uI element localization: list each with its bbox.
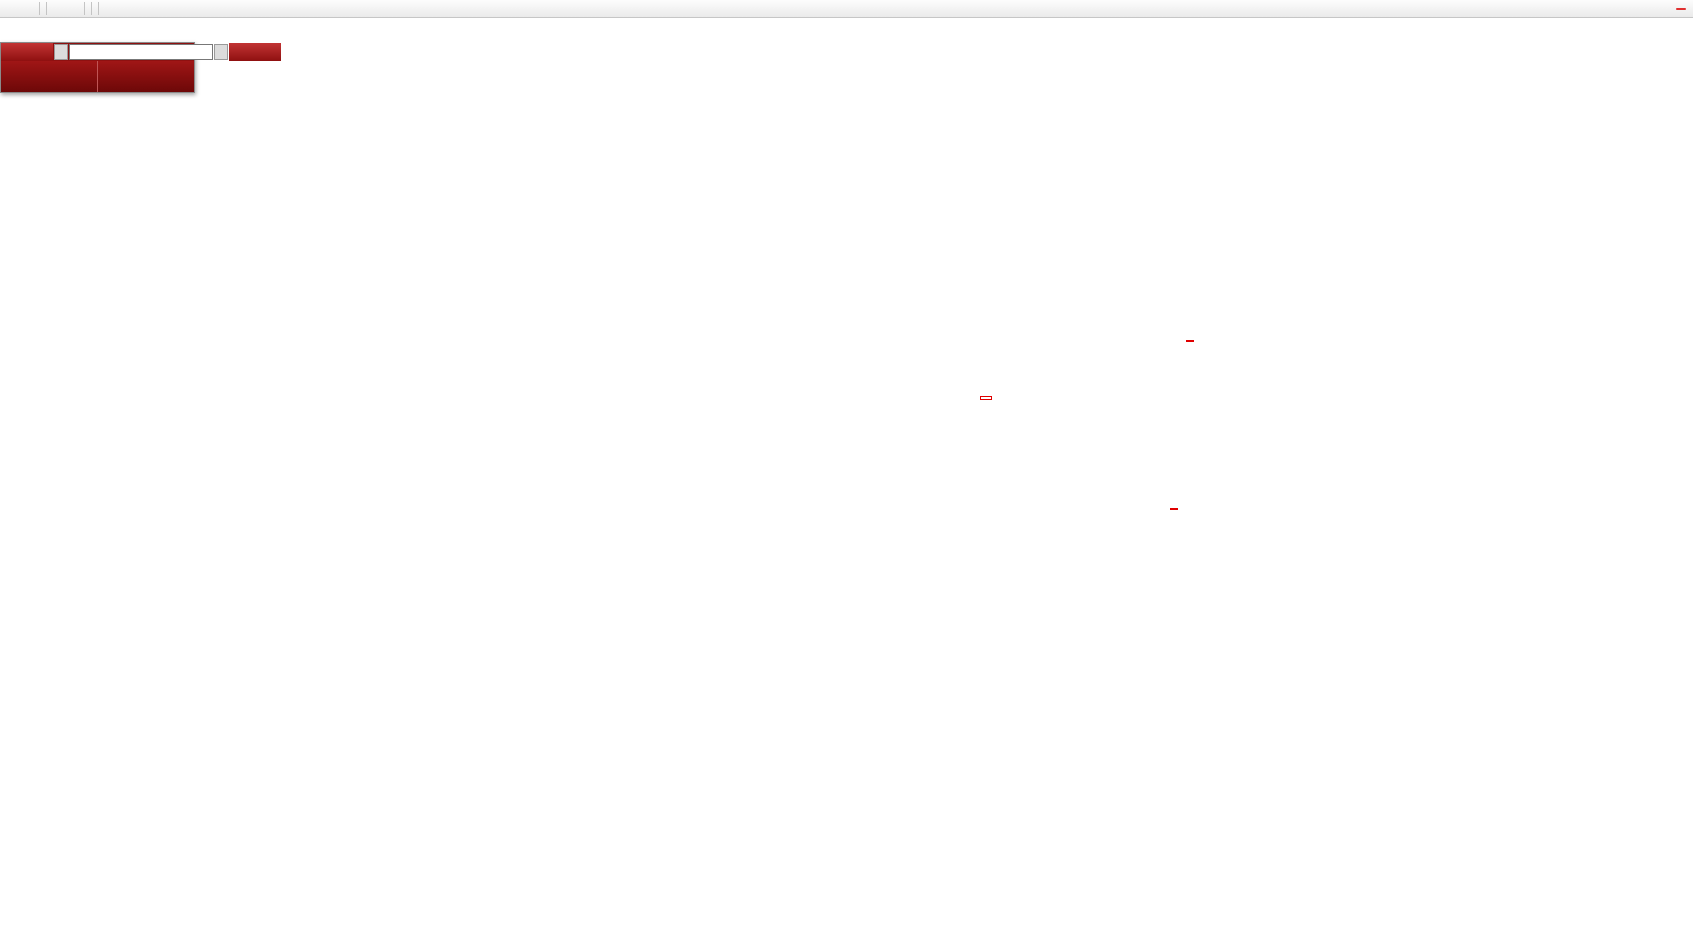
toolbar-separator: [46, 2, 47, 15]
toolbar-separator: [39, 2, 40, 15]
sell-price[interactable]: [1, 61, 97, 92]
buy-button[interactable]: [229, 43, 281, 61]
callout-low-price[interactable]: [1170, 508, 1178, 510]
sell-button[interactable]: [1, 43, 53, 61]
toolbar: [0, 0, 1693, 18]
one-click-trading-panel: [0, 42, 281, 93]
trade-panel-top-row: [1, 43, 281, 61]
toolbar-separator: [98, 2, 99, 15]
autotrading-button[interactable]: [50, 1, 81, 17]
callout-resistance-price[interactable]: [1186, 340, 1194, 342]
volume-down-button[interactable]: [54, 44, 68, 60]
toolbar-separator: [84, 2, 85, 15]
buy-price[interactable]: [97, 61, 194, 92]
callout-pivot-price[interactable]: [980, 396, 992, 400]
toolbar-separator: [91, 2, 92, 15]
volume-input[interactable]: [69, 44, 213, 60]
volume-control: [53, 43, 229, 61]
volume-up-button[interactable]: [214, 44, 228, 60]
trade-panel-price-row: [1, 61, 194, 92]
new-order-button[interactable]: [2, 1, 36, 17]
notification-badge[interactable]: [1676, 7, 1686, 10]
